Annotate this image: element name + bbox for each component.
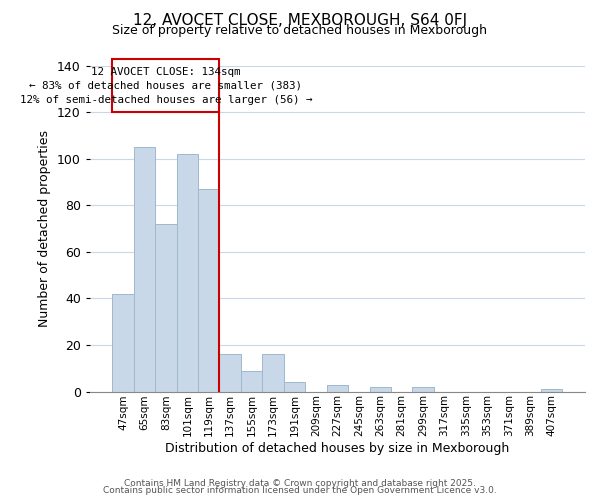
X-axis label: Distribution of detached houses by size in Mexborough: Distribution of detached houses by size …: [165, 442, 509, 455]
Bar: [134, 147, 155, 392]
Bar: [412, 387, 434, 392]
Text: Contains HM Land Registry data © Crown copyright and database right 2025.: Contains HM Land Registry data © Crown c…: [124, 478, 476, 488]
Text: Size of property relative to detached houses in Mexborough: Size of property relative to detached ho…: [113, 24, 487, 37]
Bar: [284, 382, 305, 392]
Bar: [198, 189, 220, 392]
Text: Contains public sector information licensed under the Open Government Licence v3: Contains public sector information licen…: [103, 486, 497, 495]
Bar: [220, 354, 241, 392]
Bar: [262, 354, 284, 392]
Bar: [326, 384, 348, 392]
Bar: [370, 387, 391, 392]
Text: 12, AVOCET CLOSE, MEXBOROUGH, S64 0FJ: 12, AVOCET CLOSE, MEXBOROUGH, S64 0FJ: [133, 12, 467, 28]
Bar: [241, 370, 262, 392]
Y-axis label: Number of detached properties: Number of detached properties: [38, 130, 52, 327]
Text: 12 AVOCET CLOSE: 134sqm
← 83% of detached houses are smaller (383)
12% of semi-d: 12 AVOCET CLOSE: 134sqm ← 83% of detache…: [20, 66, 312, 104]
Bar: [155, 224, 176, 392]
Bar: [112, 294, 134, 392]
Bar: [176, 154, 198, 392]
Bar: [541, 389, 562, 392]
Bar: [112, 59, 220, 112]
